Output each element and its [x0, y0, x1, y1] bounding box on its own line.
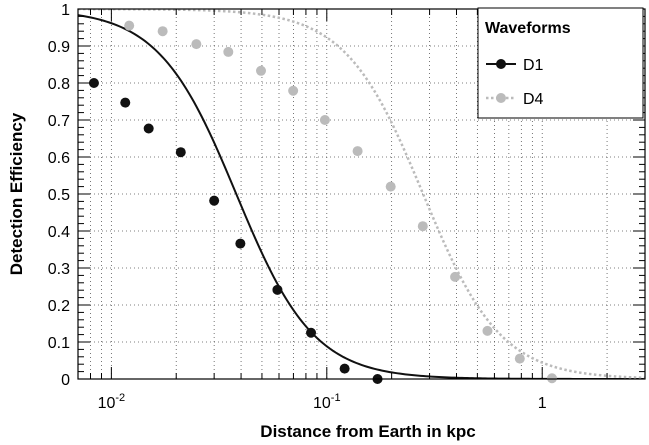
y-tick-label: 0.8 — [48, 76, 70, 93]
legend-marker-d4 — [496, 93, 506, 103]
legend: Waveforms D1 D4 — [477, 7, 644, 119]
data-points — [88, 20, 557, 384]
legend-item-d4: D4 — [486, 91, 544, 108]
data-point-d4 — [482, 325, 493, 336]
legend-marker-d1 — [496, 59, 506, 69]
data-point-d1 — [88, 78, 99, 88]
data-point-d1 — [306, 327, 317, 338]
data-point-d1 — [339, 363, 350, 374]
y-tick-label: 0.7 — [48, 113, 70, 130]
data-point-d4 — [124, 20, 135, 31]
data-point-d4 — [157, 26, 168, 37]
data-point-d1 — [272, 284, 283, 295]
data-point-d1 — [175, 147, 186, 158]
data-point-d4 — [514, 353, 525, 364]
data-point-d4 — [546, 373, 557, 384]
y-tick-label: 0.6 — [48, 150, 70, 167]
legend-title: Waveforms — [485, 20, 571, 37]
y-axis-title: Detection Efficiency — [7, 112, 26, 275]
legend-item-d1: D1 — [486, 57, 544, 74]
grid-lines — [77, 9, 646, 379]
x-tick-label: 1 — [538, 395, 547, 412]
y-tick-label: 0.1 — [48, 335, 70, 352]
y-tick-label: 0 — [61, 372, 70, 389]
data-point-d4 — [288, 85, 299, 96]
x-tick-label: 10-2 — [98, 392, 126, 412]
legend-label-d4: D4 — [523, 91, 544, 108]
data-point-d4 — [450, 271, 461, 282]
y-tick-label: 0.9 — [48, 39, 70, 56]
x-axis-title: Distance from Earth in kpc — [260, 422, 475, 441]
data-point-d1 — [120, 97, 131, 108]
data-point-d4 — [223, 46, 234, 57]
data-point-d4 — [191, 39, 202, 50]
data-point-d4 — [417, 221, 428, 232]
data-point-d4 — [319, 115, 330, 125]
y-tick-label: 1 — [61, 2, 70, 19]
x-tick-label: 10-1 — [313, 392, 341, 412]
data-point-d4 — [385, 181, 396, 192]
legend-label-d1: D1 — [523, 57, 544, 74]
y-tick-label: 0.5 — [48, 187, 70, 204]
x-tick-labels: 10-2 10-1 1 — [98, 392, 547, 412]
data-point-d1 — [235, 238, 246, 249]
data-point-d1 — [143, 123, 154, 134]
y-tick-label: 0.4 — [48, 224, 70, 241]
fit-curve-d4 — [78, 9, 645, 379]
data-point-d4 — [352, 146, 363, 157]
data-point-d1 — [209, 195, 220, 206]
y-tick-labels: 0 0.1 0.2 0.3 0.4 0.5 0.6 0.7 0.8 0.9 1 — [48, 2, 70, 389]
y-tick-label: 0.3 — [48, 261, 70, 278]
y-tick-label: 0.2 — [48, 298, 70, 315]
data-point-d4 — [256, 65, 267, 76]
